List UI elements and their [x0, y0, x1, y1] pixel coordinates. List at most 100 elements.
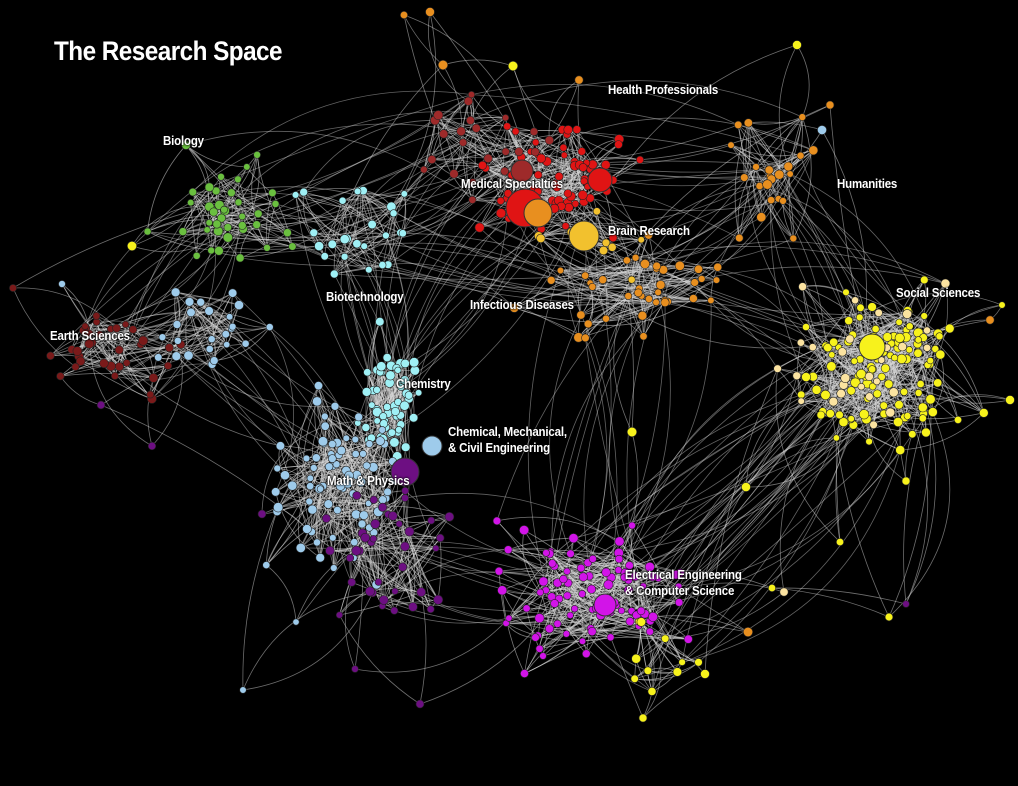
- hub-medical-dark: [510, 159, 534, 183]
- network-node: [884, 612, 894, 622]
- network-edge: [540, 238, 582, 316]
- network-edge: [745, 437, 837, 488]
- network-edge: [357, 191, 586, 276]
- network-edge: [272, 192, 293, 247]
- network-edge: [514, 299, 802, 343]
- network-node: [329, 269, 339, 279]
- network-edge: [927, 304, 1003, 366]
- network-node: [497, 585, 508, 596]
- network-edge: [461, 129, 789, 167]
- network-node: [397, 383, 405, 391]
- network-edge: [238, 201, 288, 234]
- network-node: [511, 127, 520, 136]
- network-node: [846, 386, 856, 396]
- network-node: [238, 221, 247, 230]
- network-edge: [342, 200, 391, 434]
- network-edge: [605, 263, 646, 319]
- network-edge: [552, 563, 644, 588]
- network-edge: [149, 344, 182, 395]
- network-node: [459, 138, 468, 147]
- network-edge: [261, 466, 330, 515]
- network-node: [577, 190, 588, 201]
- network-node: [779, 587, 789, 597]
- network-edge: [142, 310, 210, 341]
- hub-engineering: [421, 435, 443, 457]
- network-node: [581, 649, 591, 659]
- network-node: [978, 408, 989, 418]
- network-edge: [404, 193, 603, 281]
- network-node: [471, 123, 481, 133]
- network-node: [327, 239, 337, 249]
- network-node: [713, 262, 723, 272]
- network-edge: [664, 413, 885, 639]
- network-edge: [368, 527, 396, 592]
- network-edge: [438, 114, 520, 153]
- network-node: [313, 381, 323, 391]
- network-edge: [220, 176, 259, 215]
- network-node: [408, 602, 418, 612]
- network-edge: [631, 431, 639, 526]
- network-node: [391, 587, 399, 595]
- network-edge: [265, 192, 273, 248]
- network-edge: [812, 346, 870, 397]
- network-edge: [175, 291, 246, 344]
- network-node: [917, 402, 928, 413]
- network-node: [221, 330, 230, 339]
- network-node: [858, 409, 870, 420]
- network-edge: [770, 200, 794, 239]
- network-edge: [603, 250, 699, 270]
- network-node: [683, 634, 693, 644]
- network-edge: [564, 129, 578, 194]
- network-edge: [89, 333, 153, 447]
- network-node: [755, 182, 764, 191]
- network-edge: [319, 416, 384, 490]
- network-edge: [898, 419, 959, 425]
- network-node: [856, 368, 867, 380]
- network-edge: [796, 44, 810, 118]
- network-node: [395, 426, 403, 434]
- label-math-physics: Math & Physics: [327, 474, 410, 488]
- network-edge: [476, 127, 770, 187]
- page-title: The Research Space: [54, 36, 283, 66]
- network-node: [95, 330, 104, 339]
- network-edge: [316, 408, 377, 543]
- network-edge: [644, 166, 789, 265]
- network-node: [586, 584, 597, 594]
- network-edge: [775, 368, 841, 543]
- network-node: [614, 536, 625, 547]
- network-node: [871, 324, 880, 333]
- network-edge: [352, 427, 368, 494]
- network-node: [395, 520, 403, 528]
- network-node: [181, 140, 191, 150]
- network-edge: [360, 189, 694, 299]
- network-node: [280, 470, 290, 481]
- network-node: [257, 509, 267, 519]
- network-node: [299, 187, 309, 197]
- network-edge: [903, 399, 931, 605]
- network-edge: [438, 114, 583, 196]
- network-node: [607, 242, 617, 252]
- network-edge: [387, 142, 464, 265]
- network-edge: [796, 300, 856, 377]
- network-edge: [356, 490, 406, 551]
- network-node: [622, 256, 631, 265]
- network-node: [625, 617, 635, 626]
- network-edge: [566, 525, 633, 635]
- network-node: [900, 387, 909, 396]
- network-node: [329, 534, 337, 542]
- network-edge: [114, 190, 217, 377]
- network-node: [828, 396, 839, 407]
- network-edge: [383, 516, 450, 601]
- network-node: [890, 354, 899, 362]
- network-node: [436, 533, 445, 543]
- network-node: [234, 198, 243, 207]
- network-node: [789, 234, 798, 243]
- network-edge: [596, 211, 639, 293]
- network-node: [228, 322, 237, 331]
- network-node: [921, 427, 931, 438]
- network-edge: [151, 304, 240, 400]
- network-node: [335, 481, 346, 491]
- network-edge: [769, 176, 878, 395]
- network-node: [352, 491, 362, 500]
- network-node: [546, 275, 556, 285]
